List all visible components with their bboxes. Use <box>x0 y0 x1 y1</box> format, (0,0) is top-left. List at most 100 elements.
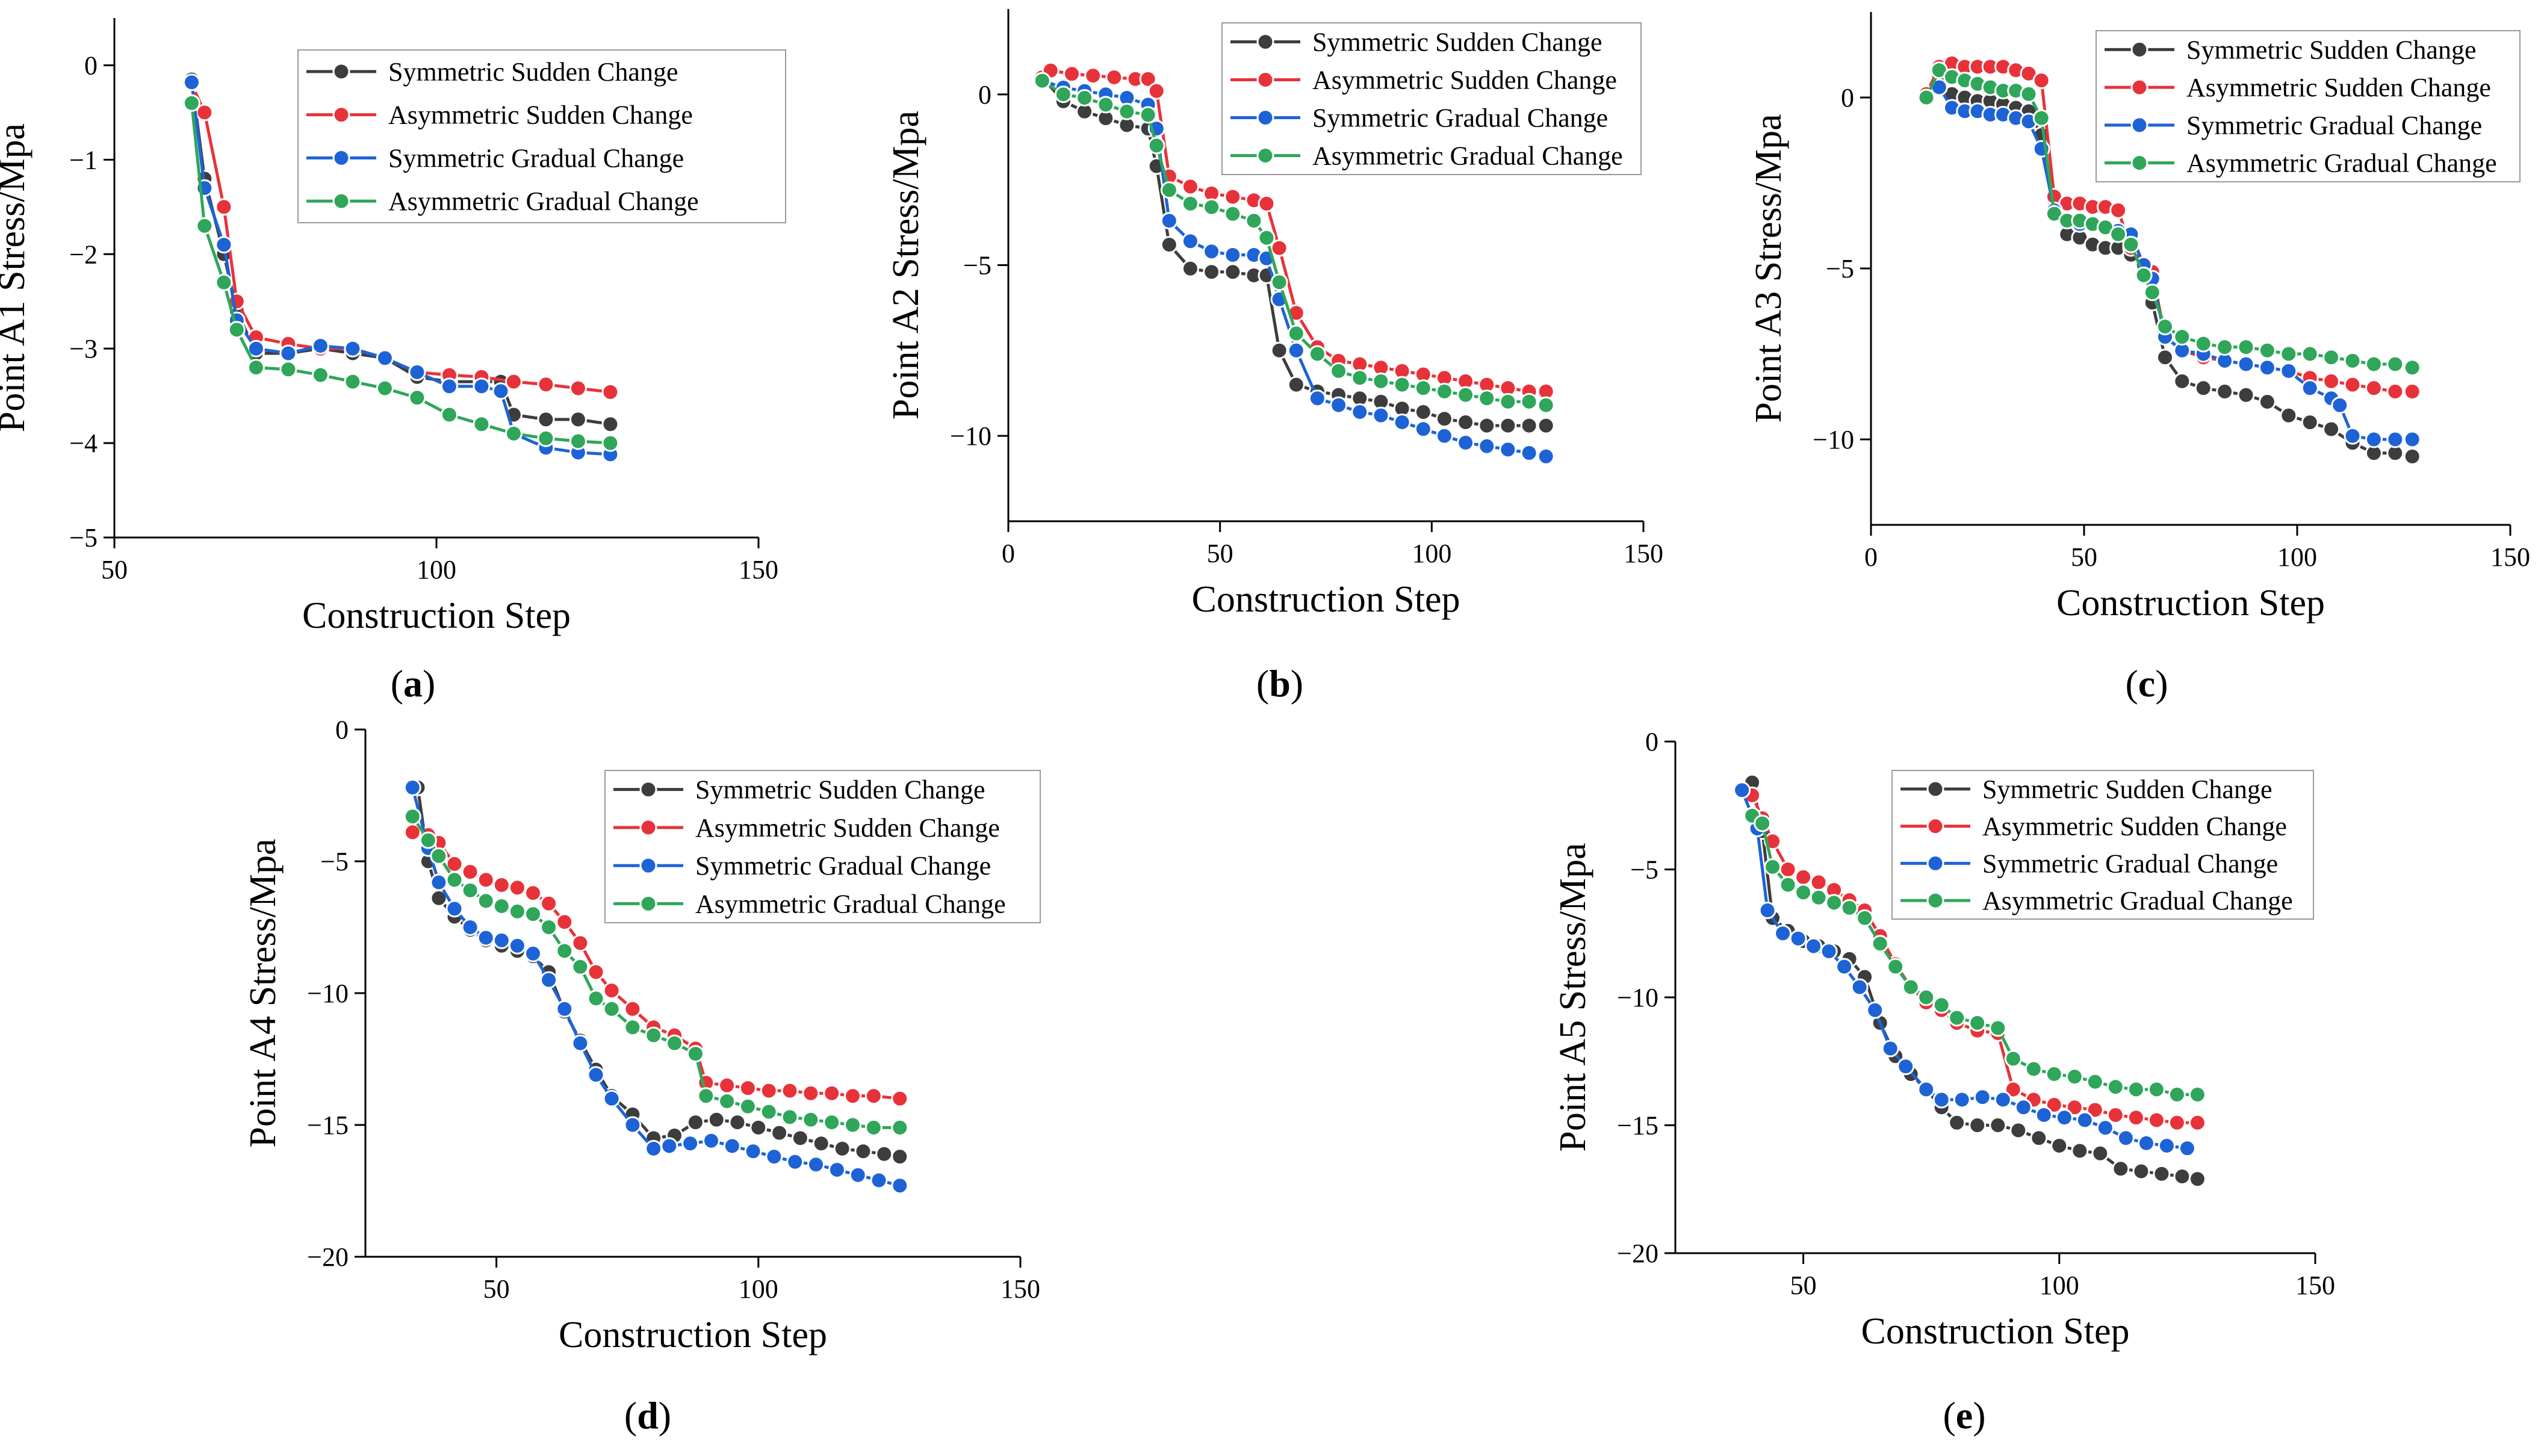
data-point <box>228 321 246 339</box>
data-point <box>569 379 587 397</box>
y-tick-label: 0 <box>1645 727 1658 757</box>
y-tick-label: 0 <box>1841 83 1854 113</box>
data-point <box>1457 414 1475 431</box>
data-point <box>1779 861 1797 878</box>
legend-entry: Symmetric Sudden Change <box>2186 35 2477 64</box>
legend-entry: Asymmetric Gradual Change <box>1312 141 1623 171</box>
data-point <box>2173 328 2191 346</box>
data-point <box>2386 430 2404 448</box>
data-point <box>1820 943 1838 960</box>
legend-swatch-marker <box>332 149 350 167</box>
data-point <box>2156 318 2174 336</box>
data-point <box>1897 1058 1915 1076</box>
data-point <box>2280 406 2298 424</box>
legend-entry: Symmetric Sudden Change <box>388 57 678 87</box>
data-point <box>1270 239 1288 257</box>
data-point <box>2322 420 2341 438</box>
data-point <box>2344 376 2362 394</box>
data-point <box>844 1087 861 1105</box>
data-point <box>279 361 297 379</box>
x-tick-label: 50 <box>2071 542 2097 572</box>
legend-entry: Symmetric Sudden Change <box>1982 775 2273 804</box>
y-tick-label: −20 <box>1617 1239 1658 1268</box>
x-tick-label: 150 <box>2295 1271 2335 1300</box>
data-point <box>686 1045 704 1063</box>
data-point <box>2127 1080 2145 1098</box>
legend-swatch-marker <box>1926 891 1944 909</box>
data-point <box>1160 181 1178 199</box>
data-point <box>556 1000 574 1018</box>
data-point <box>718 1076 736 1094</box>
data-point <box>1795 868 1813 886</box>
data-point <box>1351 369 1369 387</box>
data-point <box>781 1108 799 1126</box>
data-point <box>376 379 394 397</box>
data-point <box>247 339 265 358</box>
data-point <box>587 1066 605 1084</box>
data-point <box>587 990 605 1008</box>
data-point <box>660 1137 678 1155</box>
data-point <box>2106 1106 2124 1124</box>
data-point <box>403 778 421 796</box>
data-point <box>1181 178 1199 196</box>
data-point <box>2112 1160 2130 1178</box>
data-point <box>1932 1091 1950 1109</box>
panel-letter: c <box>2138 662 2155 705</box>
data-point <box>2071 1142 2089 1160</box>
data-point <box>1774 925 1792 943</box>
data-point <box>569 432 587 450</box>
y-tick-label: −15 <box>1617 1111 1658 1141</box>
data-point <box>537 410 555 429</box>
data-point <box>686 1114 704 1132</box>
data-point <box>2173 1168 2191 1185</box>
data-point <box>2280 362 2298 380</box>
data-point <box>2032 72 2050 90</box>
x-tick-label: 100 <box>2040 1271 2079 1300</box>
data-point <box>2143 283 2161 302</box>
data-point <box>1795 884 1813 902</box>
legend-entry: Asymmetric Sudden Change <box>695 813 1000 843</box>
data-point <box>1835 958 1854 976</box>
data-point <box>504 424 523 442</box>
data-point <box>2004 1080 2022 1098</box>
data-point <box>1478 389 1496 407</box>
data-point <box>1902 978 1920 996</box>
data-point <box>508 902 526 920</box>
y-tick-label: −3 <box>69 334 98 364</box>
legend-swatch-marker <box>1926 817 1944 835</box>
data-point <box>1520 392 1538 410</box>
data-point <box>569 410 587 429</box>
x-axis-title: Construction Step <box>2056 583 2325 624</box>
data-point <box>2344 352 2362 370</box>
data-point <box>1287 324 1305 342</box>
y-tick-label: −10 <box>1617 983 1658 1012</box>
data-point <box>1393 376 1411 394</box>
data-point <box>2331 396 2349 414</box>
data-point <box>624 1116 642 1134</box>
legend-swatch-marker <box>2130 116 2148 134</box>
data-point <box>1258 194 1276 212</box>
data-point <box>760 1082 778 1100</box>
data-point <box>1457 386 1475 404</box>
data-point <box>1871 935 1889 953</box>
data-point <box>508 937 526 955</box>
data-point <box>540 919 558 936</box>
data-point <box>718 1092 736 1111</box>
data-point <box>1063 65 1081 83</box>
data-point <box>1435 410 1453 428</box>
data-point <box>728 1114 746 1132</box>
data-point <box>571 958 589 976</box>
data-point <box>445 900 464 918</box>
data-point <box>2194 379 2212 397</box>
legend-entry: Symmetric Gradual Change <box>1982 849 2278 878</box>
legend-swatch-marker <box>1256 71 1274 88</box>
data-point <box>891 1089 909 1107</box>
data-point <box>1499 392 1517 410</box>
data-point <box>2403 359 2421 377</box>
data-point <box>215 273 233 291</box>
data-point <box>524 884 542 902</box>
data-point <box>1810 888 1828 906</box>
data-point <box>1224 188 1242 206</box>
data-point <box>1457 434 1475 451</box>
data-point <box>645 1139 663 1157</box>
